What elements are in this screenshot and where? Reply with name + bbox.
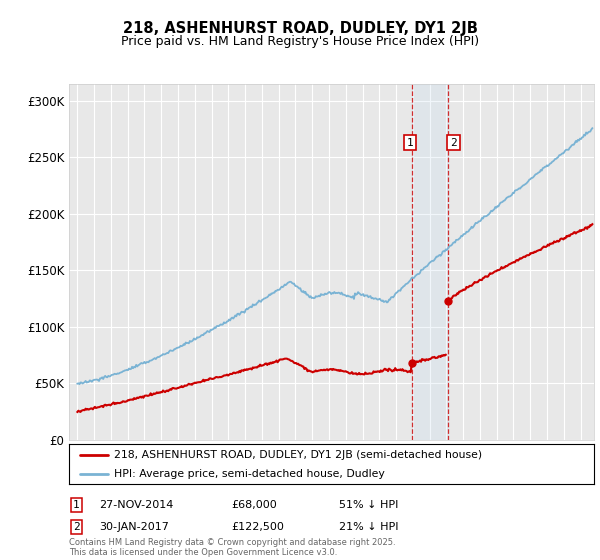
Text: 2: 2 (73, 522, 80, 532)
Text: 51% ↓ HPI: 51% ↓ HPI (339, 500, 398, 510)
Text: 1: 1 (406, 138, 413, 148)
Text: HPI: Average price, semi-detached house, Dudley: HPI: Average price, semi-detached house,… (113, 469, 385, 479)
Text: 218, ASHENHURST ROAD, DUDLEY, DY1 2JB (semi-detached house): 218, ASHENHURST ROAD, DUDLEY, DY1 2JB (s… (113, 450, 482, 460)
Text: 218, ASHENHURST ROAD, DUDLEY, DY1 2JB: 218, ASHENHURST ROAD, DUDLEY, DY1 2JB (122, 21, 478, 36)
Text: Price paid vs. HM Land Registry's House Price Index (HPI): Price paid vs. HM Land Registry's House … (121, 35, 479, 48)
Text: Contains HM Land Registry data © Crown copyright and database right 2025.
This d: Contains HM Land Registry data © Crown c… (69, 538, 395, 557)
Bar (412, 84, 448, 440)
Text: 2: 2 (450, 138, 457, 148)
Text: £122,500: £122,500 (231, 522, 284, 532)
Text: 1: 1 (73, 500, 80, 510)
Text: 30-JAN-2017: 30-JAN-2017 (99, 522, 169, 532)
Text: 21% ↓ HPI: 21% ↓ HPI (339, 522, 398, 532)
Text: 27-NOV-2014: 27-NOV-2014 (99, 500, 173, 510)
Text: £68,000: £68,000 (231, 500, 277, 510)
